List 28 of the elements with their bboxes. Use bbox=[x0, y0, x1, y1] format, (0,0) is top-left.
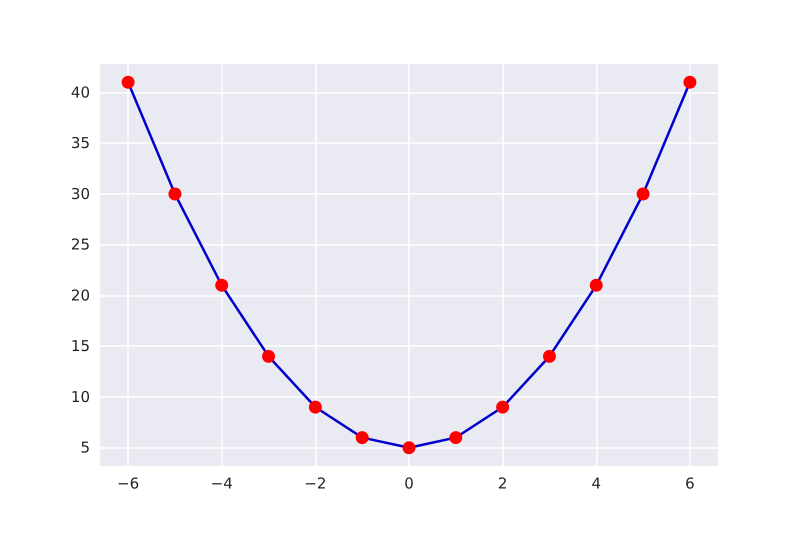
x-tick-label: −4 bbox=[210, 474, 233, 492]
y-tick-label: 5 bbox=[80, 438, 90, 457]
point bbox=[262, 350, 276, 363]
point bbox=[122, 76, 135, 89]
x-tick-label: −2 bbox=[304, 474, 326, 492]
point bbox=[449, 431, 462, 444]
x-tick-label: 6 bbox=[685, 474, 695, 492]
x-tick-label: 4 bbox=[592, 474, 602, 492]
x-tick-label: 0 bbox=[404, 474, 414, 492]
y-tick-label: 20 bbox=[70, 286, 90, 304]
point bbox=[542, 350, 556, 363]
point bbox=[402, 441, 416, 454]
point bbox=[636, 187, 650, 200]
point bbox=[590, 278, 603, 292]
point bbox=[496, 400, 510, 414]
y-tick-label: 30 bbox=[70, 184, 90, 203]
point bbox=[683, 76, 696, 89]
y-tick-label: 10 bbox=[70, 388, 90, 406]
y-tick-label: 35 bbox=[70, 134, 90, 152]
point bbox=[168, 187, 182, 200]
point bbox=[215, 278, 228, 292]
y-tick-label: 40 bbox=[70, 83, 90, 102]
x-tick-label: −6 bbox=[117, 474, 140, 492]
y-tick-label: 15 bbox=[70, 337, 90, 356]
x-tick-label: 2 bbox=[498, 474, 508, 492]
y-tick-label: 25 bbox=[70, 236, 90, 254]
point bbox=[356, 431, 369, 444]
point bbox=[308, 400, 322, 414]
